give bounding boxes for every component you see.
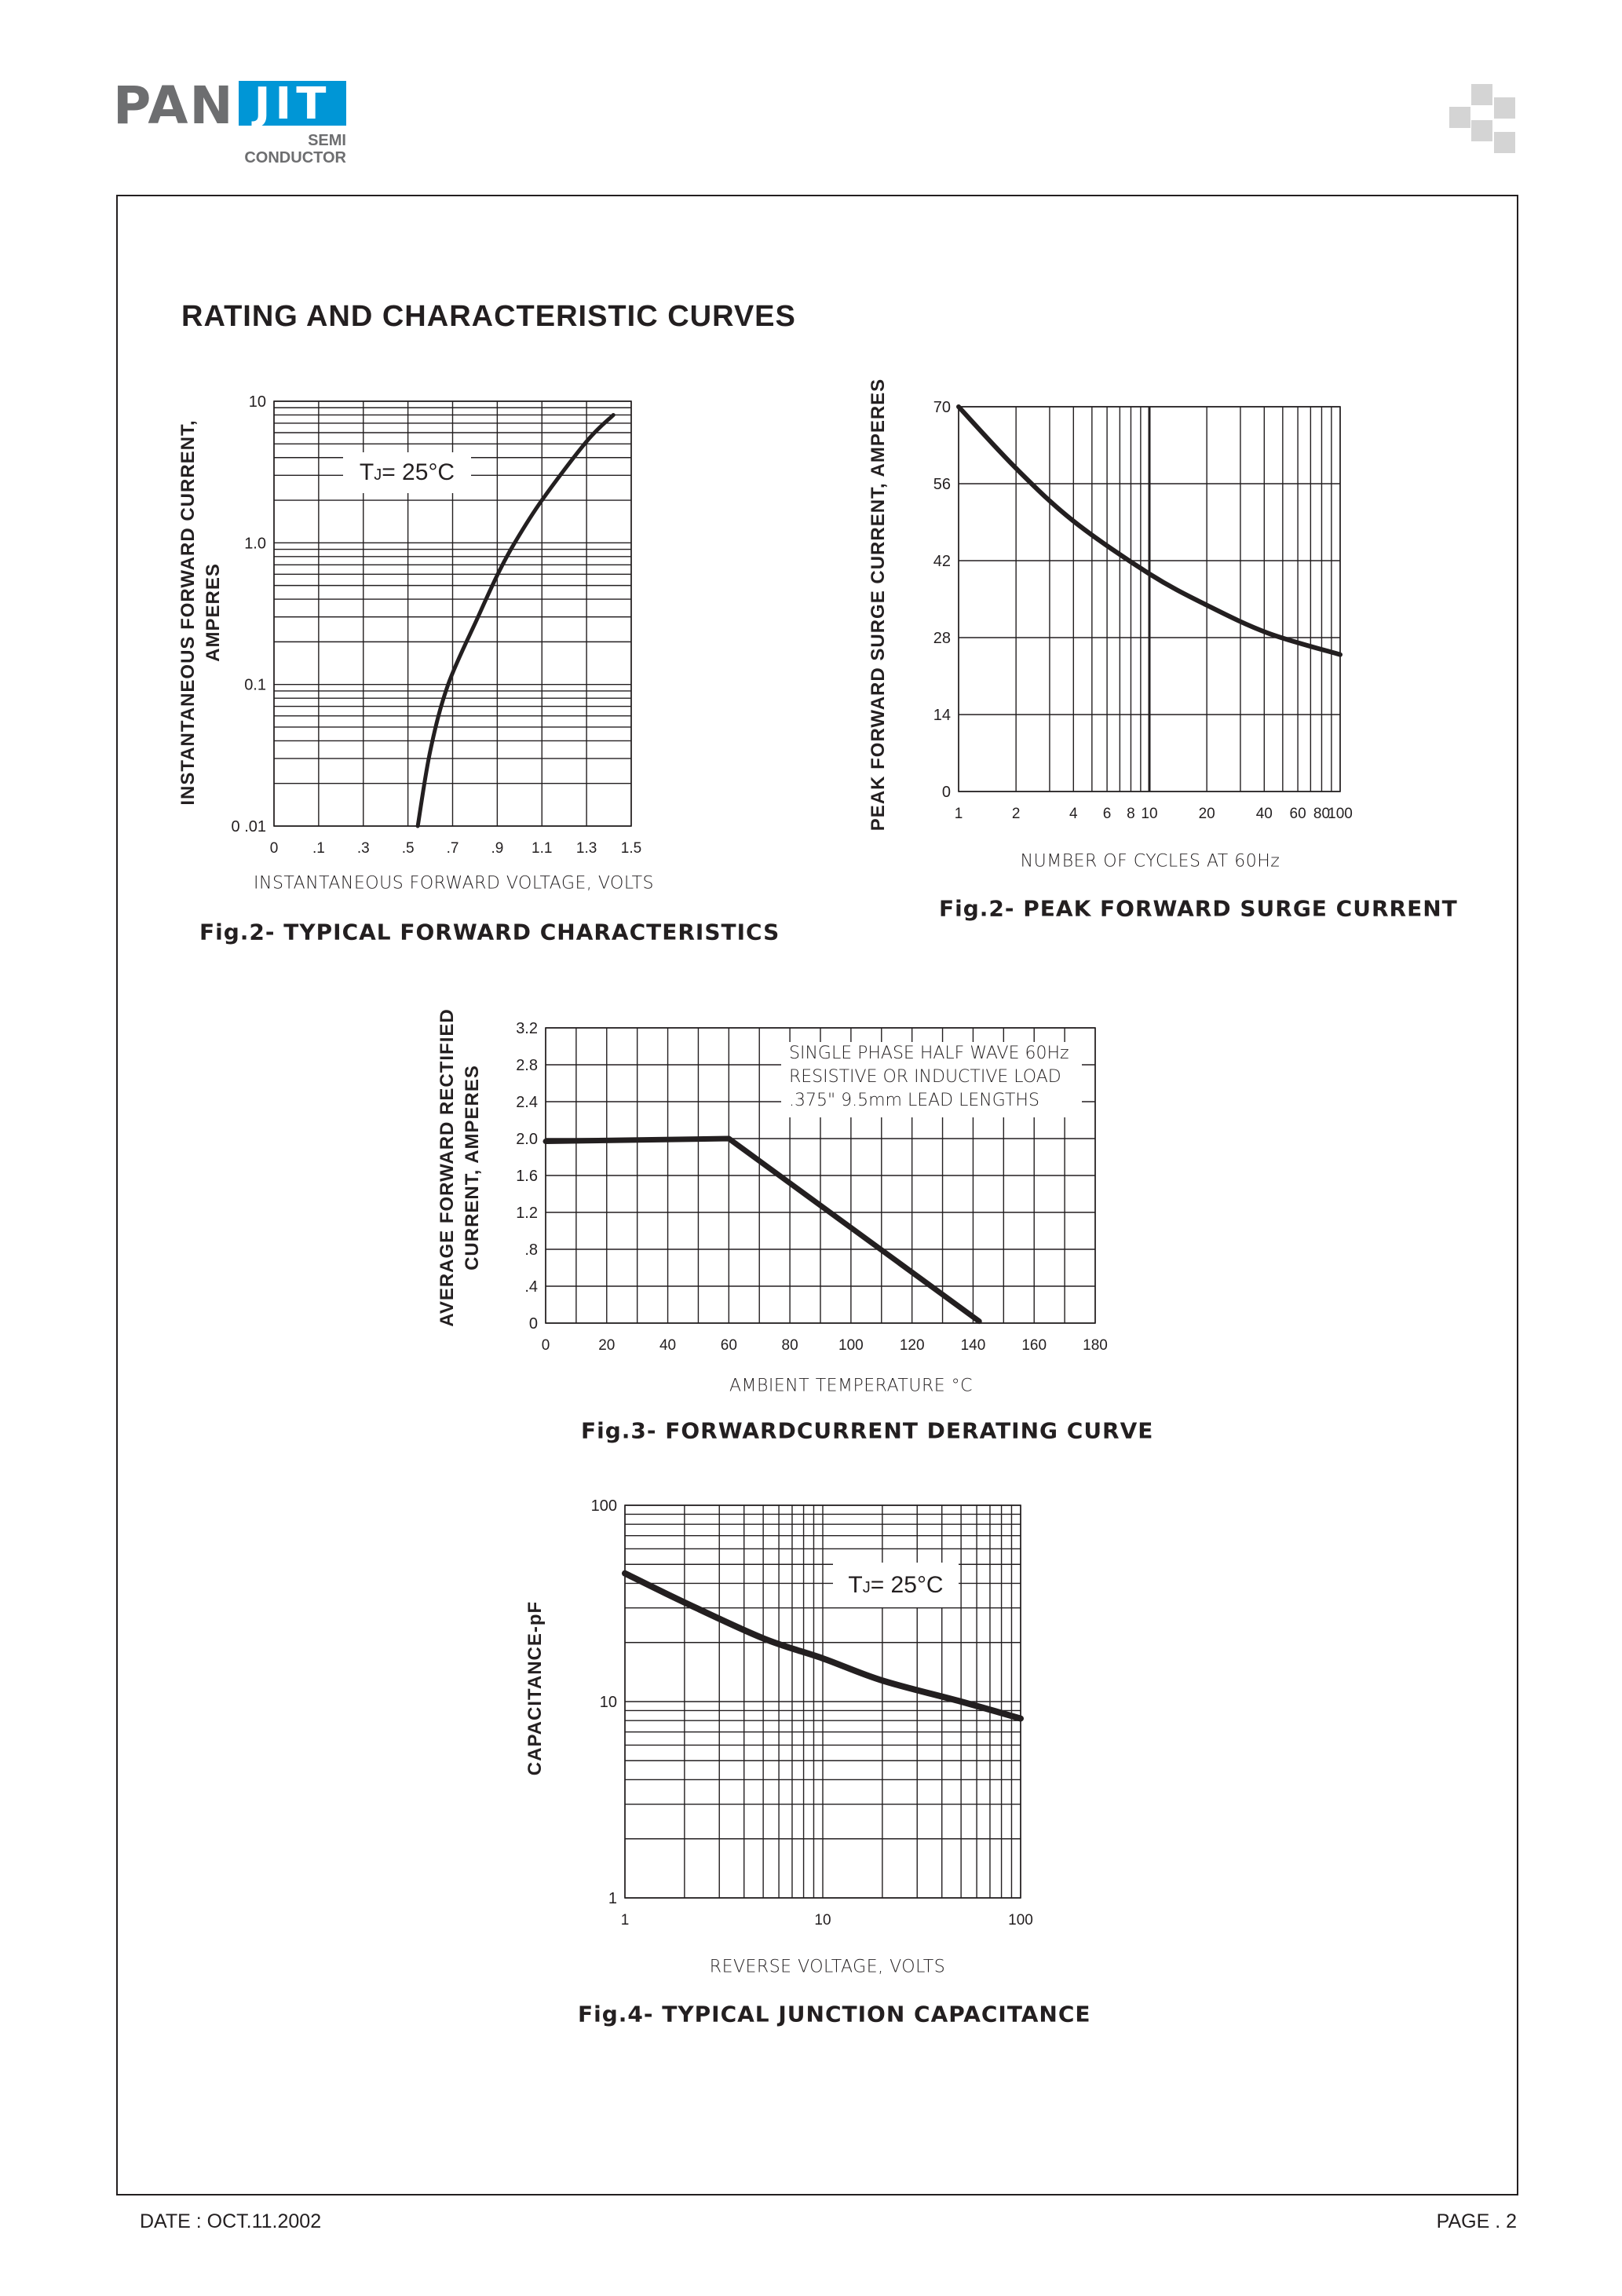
x-tick-label: 160 (1021, 1337, 1047, 1354)
y-tick-label: 0 (942, 784, 951, 801)
x-tick-label: 100 (838, 1337, 864, 1354)
y-tick-label: .8 (524, 1241, 538, 1259)
fig2-x-axis-label: NUMBER OF CYCLES AT 60Hz (1020, 851, 1280, 872)
fig4-temperature-annotation: TJ= 25°C (833, 1563, 959, 1607)
x-tick-label: 20 (1199, 806, 1215, 822)
fig1-y-axis-label: INSTANTANEOUS FORWARD CURRENT, AMPERES (177, 419, 224, 806)
y-tick-label: 0 .01 (232, 818, 266, 835)
fig2-title: Fig.2- PEAK FORWARD SURGE CURRENT (939, 895, 1458, 922)
footer-page-number: PAGE . 2 (1436, 2210, 1517, 2232)
footer-date: DATE : OCT.11.2002 (140, 2210, 322, 2232)
x-tick-label: 1 (621, 1912, 630, 1929)
x-tick-label: 60 (1290, 806, 1306, 822)
y-tick-label: 14 (933, 707, 951, 724)
x-tick-label: 8 (1127, 806, 1135, 822)
y-tick-label: 2.0 (516, 1131, 538, 1148)
plot-frame (624, 1504, 1021, 1899)
x-tick-label: 180 (1083, 1337, 1108, 1354)
x-tick-label: .7 (447, 840, 459, 857)
chart-4: 1 10 100 100 10 1 (591, 1497, 1033, 1929)
note-line: SINGLE PHASE HALF WAVE 60Hz (789, 1044, 1069, 1063)
x-tick-label: 80 (1313, 806, 1330, 822)
fig3-conditions-note: SINGLE PHASE HALF WAVE 60Hz RESISTIVE OR… (781, 1042, 1082, 1117)
x-tick-label: .9 (491, 840, 503, 857)
x-tick-label: 40 (659, 1337, 676, 1354)
content-frame (116, 195, 1518, 2195)
y-tick-label: 56 (933, 476, 951, 493)
logo-conductor: CONDUCTOR (244, 149, 346, 166)
x-tick-label: 80 (782, 1337, 798, 1354)
fig1-x-axis-label: INSTANTANEOUS FORWARD VOLTAGE, VOLTS (254, 873, 654, 894)
note-line: RESISTIVE OR INDUCTIVE LOAD (789, 1067, 1061, 1087)
y-tick-label: 1.6 (516, 1168, 538, 1185)
y-tick-label: 1.2 (516, 1205, 538, 1222)
y-tick-label: 3.2 (516, 1020, 538, 1037)
x-tick-label: 100 (1328, 806, 1353, 822)
x-tick-label: 2 (1012, 806, 1021, 822)
fig1-title: Fig.2- TYPICAL FORWARD CHARACTERISTICS (199, 919, 780, 945)
fig4-y-axis-label: CAPACITANCE-pF (524, 1600, 546, 1776)
section-title: RATING AND CHARACTERISTIC CURVES (181, 300, 796, 333)
x-tick-label: .3 (357, 840, 370, 857)
x-tick-label: 1.5 (621, 840, 641, 857)
y-tick-label: 0 (529, 1315, 538, 1333)
fig4-title: Fig.4- TYPICAL JUNCTION CAPACITANCE (578, 2001, 1091, 2027)
y-tick-label: 2.8 (516, 1057, 538, 1074)
x-tick-label: 1 (955, 806, 963, 822)
fig3-x-axis-label: AMBIENT TEMPERATURE °C (729, 1376, 974, 1396)
series-curve (956, 404, 1343, 657)
plot-frame (958, 406, 1341, 792)
fig3-y-axis-label: AVERAGE FORWARD RECTIFIED CURRENT, AMPERE… (437, 1008, 483, 1327)
x-tick-label: 10 (1141, 806, 1157, 822)
y-tick-label: 100 (591, 1497, 617, 1515)
fig4-x-axis-label: REVERSE VOLTAGE, VOLTS (709, 1957, 946, 1977)
logo-pan-text: PAN (113, 75, 235, 136)
x-tick-label: 120 (900, 1337, 925, 1354)
x-tick-label: 20 (598, 1337, 615, 1354)
note-line: .375" 9.5mm LEAD LENGTHS (789, 1091, 1039, 1110)
y-tick-label: 1.0 (244, 535, 266, 552)
x-tick-label: 10 (814, 1912, 831, 1929)
y-tick-label: 2.4 (516, 1094, 538, 1111)
x-tick-label: 140 (961, 1337, 986, 1354)
y-tick-label: 10 (600, 1694, 617, 1711)
y-tick-label: 0.1 (244, 677, 266, 694)
logo-semi: SEMI (308, 132, 346, 149)
y-tick-label: 42 (933, 553, 951, 570)
plot-frame (273, 400, 632, 827)
x-tick-label: 0 (542, 1337, 550, 1354)
y-tick-label: 28 (933, 630, 951, 647)
x-tick-label: 1.1 (532, 840, 552, 857)
x-tick-label: 40 (1256, 806, 1273, 822)
logo-jit-box: JIT (239, 81, 346, 128)
x-tick-label: 1.3 (576, 840, 597, 857)
x-tick-label: 100 (1008, 1912, 1033, 1929)
fig2-y-axis-label: PEAK FORWARD SURGE CURRENT, AMPERES (868, 378, 889, 832)
x-tick-label: 4 (1069, 806, 1078, 822)
y-tick-label: 1 (608, 1890, 617, 1907)
series-curve (622, 1570, 1024, 1722)
series-curve (542, 1135, 982, 1325)
fig1-temperature-annotation: TJ= 25°C (343, 452, 471, 493)
x-tick-label: 6 (1103, 806, 1112, 822)
y-tick-label: .4 (524, 1278, 538, 1296)
fig3-title: Fig.3- FORWARDCURRENT DERATING CURVE (581, 1417, 1154, 1444)
x-tick-label: 60 (721, 1337, 737, 1354)
series-curve (415, 412, 616, 828)
x-tick-label: .5 (402, 840, 415, 857)
x-tick-label: .1 (312, 840, 325, 857)
plot-frame (545, 1027, 1096, 1324)
x-tick-label: 0 (270, 840, 279, 857)
y-tick-label: 10 (249, 393, 266, 411)
y-tick-label: 70 (933, 399, 951, 416)
